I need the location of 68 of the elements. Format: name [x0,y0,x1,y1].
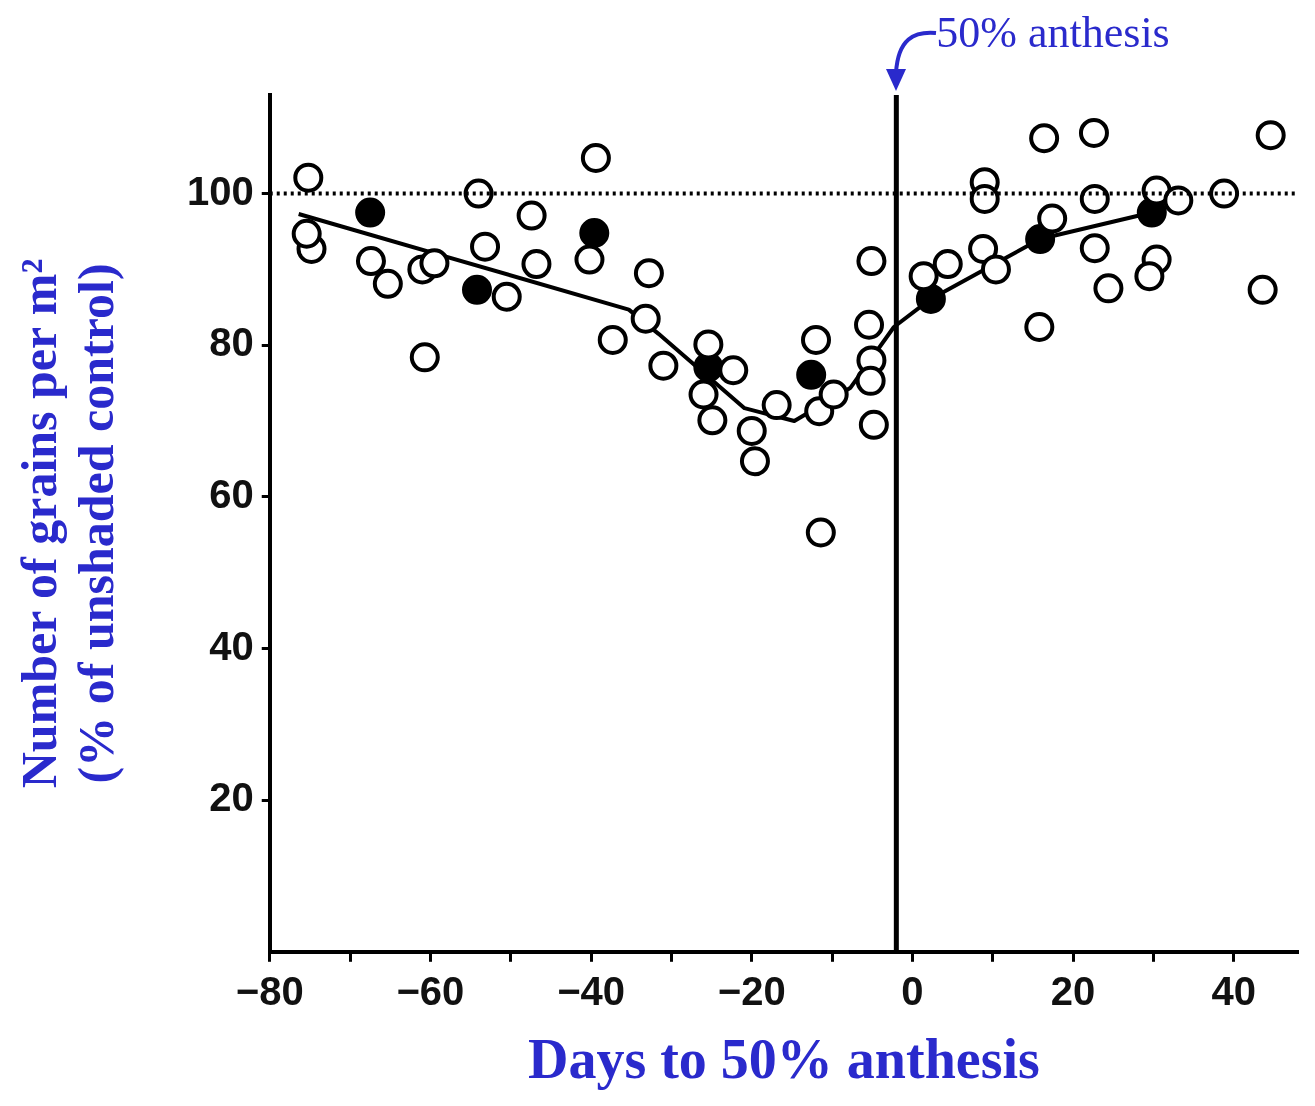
x-tick-label: 20 [1050,968,1096,1013]
point [856,246,887,277]
x-tick-label: −60 [396,968,465,1013]
point [409,342,440,373]
point [1079,233,1110,264]
point [291,218,322,249]
point [355,197,386,228]
point [932,249,963,280]
point [579,218,610,248]
point [1079,183,1110,214]
point [1037,203,1068,234]
x-tick-label: −20 [717,968,786,1013]
point [915,283,946,314]
point [818,379,849,410]
point [718,355,749,386]
point [470,231,501,262]
y-tick-label: 40 [209,623,254,668]
point [372,268,403,299]
point [854,309,885,340]
y-tick-label: 100 [186,168,254,213]
point [855,365,886,396]
point [1024,312,1055,343]
point [293,162,324,193]
x-tick-label: 0 [901,968,924,1013]
x-tick-label: −80 [235,968,304,1013]
point [1134,261,1165,292]
point [858,409,889,440]
point [1025,224,1056,255]
point [1209,178,1240,209]
point [463,178,494,209]
point [462,274,492,305]
point [355,246,386,277]
point [969,183,1000,214]
point [1247,274,1278,305]
x-axis-title: Days to 50% anthesis [527,1027,1040,1090]
ref-line-label: 50% anthesis [936,7,1170,58]
point [697,405,728,436]
point [633,258,664,289]
point [491,281,522,312]
point [805,517,836,548]
point [739,446,770,477]
point [630,303,661,334]
x-tick-label: −40 [557,968,625,1013]
point [580,142,611,173]
point [761,390,792,421]
point [1078,117,1109,148]
point [521,249,552,280]
x-tick-label: 40 [1211,968,1256,1013]
point [736,415,767,446]
point [516,200,547,231]
point [1029,123,1060,154]
point [648,350,679,381]
point [688,379,719,410]
point [419,248,450,279]
point [968,233,999,264]
y-axis-title: Number of grains per m² (% of unshaded control) [10,258,125,789]
y-tick-label: 20 [209,775,254,820]
point [801,324,831,355]
point [908,261,939,292]
y-tick-label: 60 [209,471,254,516]
point [1255,120,1286,151]
y-tick-label: 80 [209,320,254,365]
point [1093,273,1124,304]
point [1163,185,1194,216]
point [574,244,605,275]
point [796,359,827,390]
point [980,254,1011,285]
point [597,324,628,355]
